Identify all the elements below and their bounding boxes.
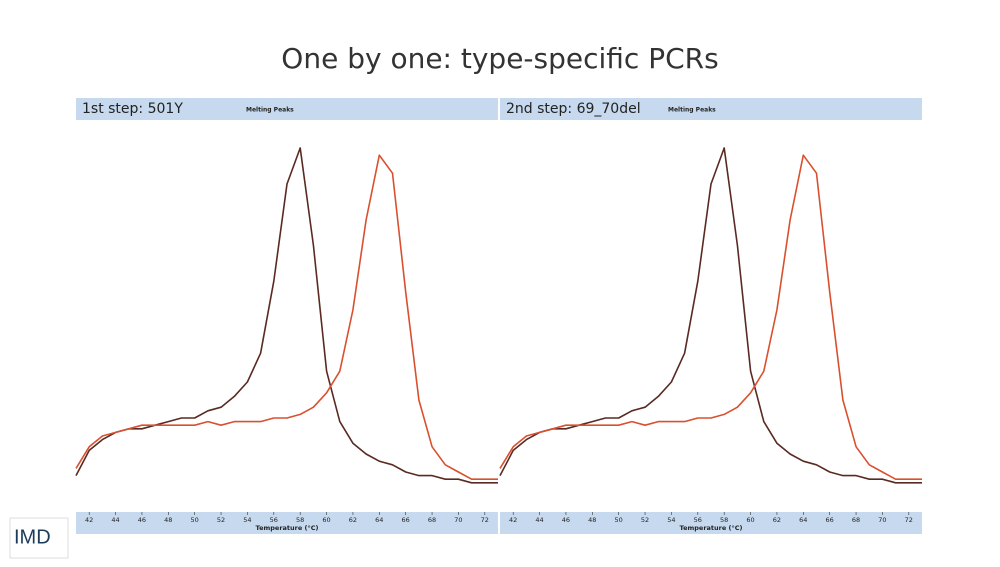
- x-tick-label: 42: [509, 516, 517, 524]
- x-tick-label: 48: [588, 516, 596, 524]
- x-tick-label: 50: [615, 516, 623, 524]
- x-tick-label: 54: [667, 516, 675, 524]
- axis-bar: [76, 512, 498, 534]
- chart-title: 2nd step: 69_70del: [506, 101, 641, 117]
- x-tick-label: 46: [562, 516, 570, 524]
- x-tick-label: 56: [694, 516, 702, 524]
- chart-subtitle: Melting Peaks: [246, 107, 294, 114]
- x-tick-label: 48: [164, 516, 172, 524]
- x-tick-label: 42: [85, 516, 93, 524]
- x-tick-label: 64: [375, 516, 383, 524]
- x-tick-label: 60: [322, 516, 330, 524]
- chart-title: 1st step: 501Y: [82, 101, 183, 117]
- melt-curve: [75, 147, 498, 484]
- x-tick-label: 58: [720, 516, 728, 524]
- x-axis-label: Temperature (°C): [680, 524, 743, 532]
- x-tick-label: 64: [799, 516, 807, 524]
- chart-subtitle: Melting Peaks: [668, 107, 716, 114]
- x-tick-label: 66: [826, 516, 834, 524]
- slide-title: One by one: type-specific PCRs: [281, 42, 718, 75]
- x-tick-label: 70: [454, 516, 462, 524]
- melt-curve: [499, 154, 922, 480]
- logo: IMD: [14, 526, 51, 548]
- axis-bar: [500, 512, 922, 534]
- x-tick-label: 54: [243, 516, 251, 524]
- melt-curve: [499, 147, 922, 484]
- x-tick-label: 58: [296, 516, 304, 524]
- x-tick-label: 62: [773, 516, 781, 524]
- x-tick-label: 68: [852, 516, 860, 524]
- x-tick-label: 44: [535, 516, 543, 524]
- x-axis-label: Temperature (°C): [256, 524, 319, 532]
- x-tick-label: 66: [402, 516, 410, 524]
- x-tick-label: 46: [138, 516, 146, 524]
- x-tick-label: 60: [746, 516, 754, 524]
- x-tick-label: 50: [191, 516, 199, 524]
- x-tick-label: 52: [641, 516, 649, 524]
- melt-curve: [75, 154, 498, 480]
- x-tick-label: 56: [270, 516, 278, 524]
- x-tick-label: 70: [878, 516, 886, 524]
- header-bar: [500, 98, 922, 120]
- x-tick-label: 44: [111, 516, 119, 524]
- x-tick-label: 72: [905, 516, 913, 524]
- x-tick-label: 62: [349, 516, 357, 524]
- x-tick-label: 68: [428, 516, 436, 524]
- header-bar: [76, 98, 498, 120]
- x-tick-label: 72: [481, 516, 489, 524]
- logo-box: [9, 517, 69, 559]
- x-tick-label: 52: [217, 516, 225, 524]
